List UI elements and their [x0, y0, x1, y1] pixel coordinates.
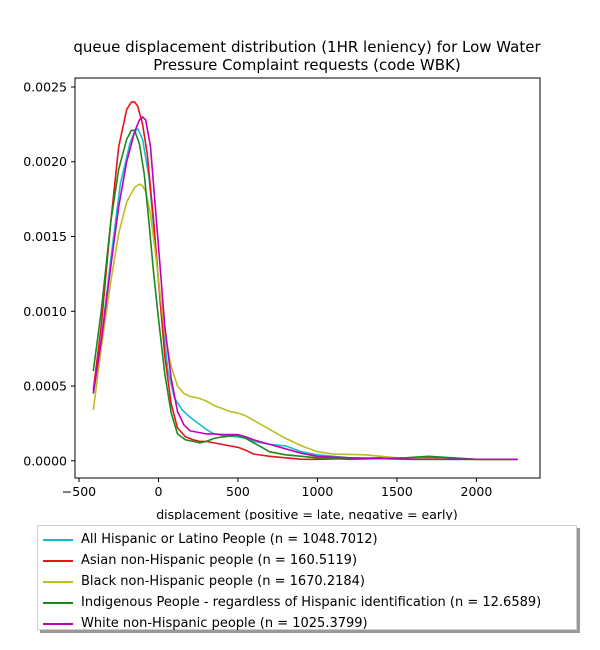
legend-label: Asian non-Hispanic people (n = 160.5119) — [81, 553, 358, 568]
x-axis-label: displacement (positive = late, negative … — [156, 507, 458, 520]
x-tick-label: 0 — [154, 484, 162, 499]
series-line-3 — [92, 183, 518, 461]
x-tick-label: 1500 — [381, 484, 413, 499]
series-line-2 — [92, 101, 518, 461]
y-tick-label: 0.0025 — [23, 79, 67, 94]
y-tick-label: 0.0020 — [23, 154, 67, 169]
legend-item-4: Indigenous People - regardless of Hispan… — [38, 592, 576, 613]
y-axis: 0.0000 0.0005 0.0010 0.0015 0.0020 0.0025 — [23, 79, 75, 468]
y-tick-label: 0.0010 — [23, 304, 67, 319]
legend-label: Black non-Hispanic people (n = 1670.2184… — [81, 574, 365, 589]
plot-area — [74, 77, 541, 479]
legend-label: All Hispanic or Latino People (n = 1048.… — [81, 532, 378, 547]
legend-swatch — [43, 538, 73, 541]
series-line-1 — [92, 128, 518, 461]
x-axis: −500 0 500 1000 1500 2000 — [62, 478, 493, 499]
y-tick-label: 0.0005 — [23, 379, 67, 394]
x-tick-label: 1000 — [302, 484, 334, 499]
y-tick-label: 0.0000 — [23, 453, 67, 468]
legend-label: White non-Hispanic people (n = 1025.3799… — [81, 616, 368, 631]
x-tick-label: −500 — [62, 484, 96, 499]
legend-swatch — [43, 559, 73, 562]
legend-label: Indigenous People - regardless of Hispan… — [81, 595, 542, 610]
legend: All Hispanic or Latino People (n = 1048.… — [37, 525, 577, 631]
legend-swatch — [43, 601, 73, 604]
legend-item-1: All Hispanic or Latino People (n = 1048.… — [38, 529, 576, 550]
series-line-4 — [92, 129, 518, 461]
legend-item-5: White non-Hispanic people (n = 1025.3799… — [38, 613, 576, 634]
chart-title-line-1: queue displacement distribution (1HR len… — [73, 38, 541, 56]
series-line-5 — [92, 116, 518, 461]
legend-item-3: Black non-Hispanic people (n = 1670.2184… — [38, 571, 576, 592]
x-tick-label: 500 — [226, 484, 250, 499]
x-tick-label: 2000 — [461, 484, 493, 499]
legend-item-2: Asian non-Hispanic people (n = 160.5119) — [38, 550, 576, 571]
legend-swatch — [43, 622, 73, 625]
chart: queue displacement distribution (1HR len… — [23, 38, 541, 520]
legend-swatch — [43, 580, 73, 583]
series-layer — [92, 101, 518, 461]
chart-title-line-2: Pressure Complaint requests (code WBK) — [153, 56, 461, 74]
y-tick-label: 0.0015 — [23, 229, 67, 244]
